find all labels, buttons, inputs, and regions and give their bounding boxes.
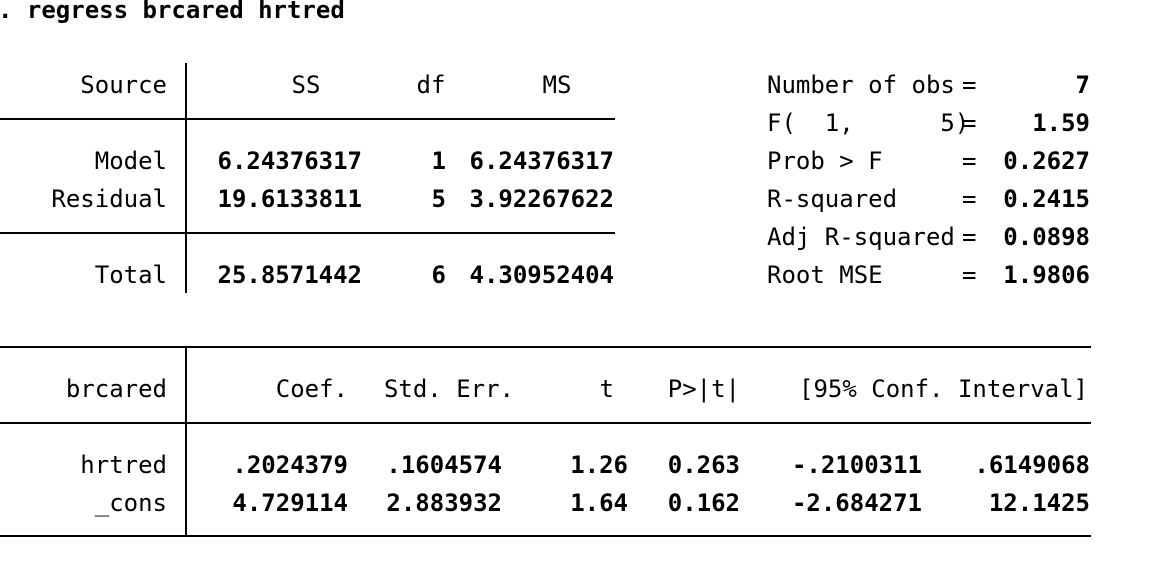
anova-header-ss: SS (291, 71, 321, 99)
coef-row-variable: hrtred (80, 451, 167, 479)
coef-row-coef: 4.729114 (232, 489, 348, 517)
stat-label: Adj R-squared (767, 223, 955, 251)
anova-row-ss: 19.6133811 (217, 185, 363, 213)
anova-total-ms: 4.30952404 (469, 261, 615, 289)
stat-row: Adj R-squared = 0.0898 (0, 223, 1162, 251)
anova-total-df: 6 (431, 261, 446, 289)
coef-header-conf-interval: [95% Conf. Interval] (799, 375, 1088, 403)
table-row: _cons 4.729114 2.883932 1.64 0.162 -2.68… (0, 489, 1162, 517)
stat-equals: = (962, 261, 977, 289)
stat-value: 0.0898 (1003, 223, 1090, 251)
coef-header-row: brcared Coef. Std. Err. t P>|t| [95% Con… (0, 375, 1162, 403)
stat-equals: = (962, 185, 977, 213)
coef-row-pvalue: 0.263 (667, 451, 740, 479)
coef-row-coef: .2024379 (232, 451, 348, 479)
anova-row-df: 1 (431, 147, 446, 175)
anova-header-row: Source SS df MS (0, 71, 1162, 99)
anova-header-ms: MS (542, 71, 572, 99)
coef-row-ci-lower: -2.684271 (791, 489, 922, 517)
stat-equals: = (962, 223, 977, 251)
coef-header-divider (0, 422, 1091, 424)
anova-row-source: Model (94, 147, 167, 175)
stat-row: Prob > F = 0.2627 (0, 147, 1162, 175)
anova-row-ms: 6.24376317 (469, 147, 615, 175)
stat-value: 0.2627 (1003, 147, 1090, 175)
stat-value: 1.59 (1032, 109, 1090, 137)
stat-label: Root MSE (767, 261, 883, 289)
coef-row-stderr: 2.883932 (386, 489, 502, 517)
anova-header-divider (0, 118, 615, 120)
coef-row-pvalue: 0.162 (667, 489, 740, 517)
coef-header-depvar: brcared (65, 375, 167, 403)
coef-header-t: t (599, 375, 614, 403)
anova-row-source: Residual (51, 185, 167, 213)
stat-row: Number of obs = 7 (0, 71, 1162, 99)
anova-row-df: 5 (431, 185, 446, 213)
stat-row: Root MSE = 1.9806 (0, 261, 1162, 289)
coef-row-t: 1.64 (570, 489, 628, 517)
coef-row-ci-upper: 12.1425 (988, 489, 1090, 517)
coef-top-rule (0, 346, 1091, 348)
anova-row: Model 6.24376317 1 6.24376317 (0, 147, 1162, 175)
coef-header-pvalue: P>|t| (667, 375, 740, 403)
coef-row-ci-upper: .6149068 (974, 451, 1090, 479)
table-row: hrtred .2024379 .1604574 1.26 0.263 -.21… (0, 451, 1162, 479)
coef-header-stderr: Std. Err. (383, 375, 514, 403)
anova-header-source: Source (80, 71, 167, 99)
stat-row: F( 1, 5) = 1.59 (0, 109, 1162, 137)
anova-row-ms: 3.92267622 (469, 185, 615, 213)
coef-bottom-rule (0, 535, 1091, 537)
stat-equals: = (962, 71, 977, 99)
anova-total-divider (0, 232, 615, 234)
anova-row: Residual 19.6133811 5 3.92267622 (0, 185, 1162, 213)
stat-label: F( 1, 5) (767, 109, 970, 137)
coef-vertical-divider (185, 348, 187, 536)
anova-header-df: df (416, 71, 446, 99)
stat-value: 1.9806 (1003, 261, 1090, 289)
anova-vertical-divider (185, 63, 187, 293)
coef-row-t: 1.26 (570, 451, 628, 479)
stat-value: 7 (1075, 71, 1090, 99)
stat-label: R-squared (767, 185, 898, 213)
anova-total-row: Total 25.8571442 6 4.30952404 (0, 261, 1162, 289)
coef-row-stderr: .1604574 (386, 451, 502, 479)
coef-header-coef: Coef. (275, 375, 348, 403)
stat-label: Number of obs (767, 71, 955, 99)
stat-row: R-squared = 0.2415 (0, 185, 1162, 213)
stat-equals: = (962, 147, 977, 175)
stat-equals: = (962, 109, 977, 137)
anova-row-ss: 6.24376317 (217, 147, 363, 175)
stat-label: Prob > F (767, 147, 883, 175)
command-line: . regress brcared hrtred (0, 0, 345, 24)
coef-row-ci-lower: -.2100311 (791, 451, 922, 479)
anova-total-ss: 25.8571442 (217, 261, 363, 289)
stat-value: 0.2415 (1003, 185, 1090, 213)
anova-total-source: Total (94, 261, 167, 289)
coef-row-variable: _cons (94, 489, 167, 517)
